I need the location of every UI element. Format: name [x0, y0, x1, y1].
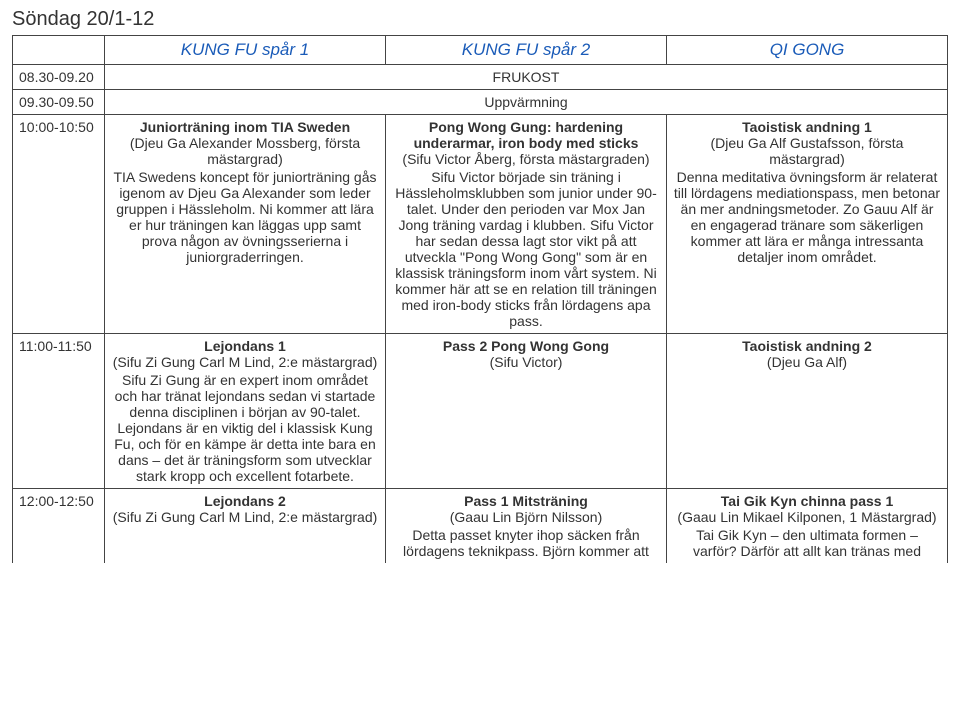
page-title: Söndag 20/1-12 [12, 8, 948, 31]
entry-title: Pass 1 Mitsträning [392, 493, 660, 509]
entry-sub: (Sifu Victor) [392, 354, 660, 370]
table-row: 08.30-09.20 FRUKOST [13, 65, 948, 90]
entry-title: Lejondans 2 [111, 493, 379, 509]
entry-title: Tai Gik Kyn chinna pass 1 [673, 493, 941, 509]
table-row: 09.30-09.50 Uppvärmning [13, 90, 948, 115]
time-cell: 11:00-11:50 [13, 334, 105, 489]
entry-desc: Sifu Zi Gung är en expert inom området o… [111, 372, 379, 484]
entry-title: Taoistisk andning 2 [673, 338, 941, 354]
time-cell: 09.30-09.50 [13, 90, 105, 115]
table-row: 12:00-12:50 Lejondans 2 (Sifu Zi Gung Ca… [13, 489, 948, 564]
entry-title: Juniorträning inom TIA Sweden [111, 119, 379, 135]
entry-desc: Detta passet knyter ihop säcken från lör… [392, 527, 660, 559]
entry-title: Pong Wong Gung: hardening underarmar, ir… [392, 119, 660, 151]
entry-desc: TIA Swedens koncept för juniorträning gå… [111, 169, 379, 265]
cell: Taoistisk andning 2 (Djeu Ga Alf) [667, 334, 948, 489]
table-row: 11:00-11:50 Lejondans 1 (Sifu Zi Gung Ca… [13, 334, 948, 489]
entry-desc: Sifu Victor började sin träning i Hässle… [392, 169, 660, 329]
cell: Lejondans 1 (Sifu Zi Gung Carl M Lind, 2… [105, 334, 386, 489]
entry-title: Taoistisk andning 1 [673, 119, 941, 135]
time-cell: 12:00-12:50 [13, 489, 105, 564]
entry-desc: Denna meditativa övningsform är relatera… [673, 169, 941, 265]
entry-sub: (Gaau Lin Björn Nilsson) [392, 509, 660, 525]
entry-sub: (Djeu Ga Alf Gustafsson, första mästargr… [673, 135, 941, 167]
header-col-1: KUNG FU spår 1 [105, 36, 386, 65]
cell: Taoistisk andning 1 (Djeu Ga Alf Gustafs… [667, 115, 948, 334]
merged-cell: Uppvärmning [105, 90, 948, 115]
time-cell: 08.30-09.20 [13, 65, 105, 90]
entry-sub: (Gaau Lin Mikael Kilponen, 1 Mästargrad) [673, 509, 941, 525]
schedule-table: KUNG FU spår 1 KUNG FU spår 2 QI GONG 08… [12, 35, 948, 563]
entry-title: Lejondans 1 [111, 338, 379, 354]
cell: Pong Wong Gung: hardening underarmar, ir… [386, 115, 667, 334]
entry-sub: (Djeu Ga Alexander Mossberg, första mäst… [111, 135, 379, 167]
time-cell: 10:00-10:50 [13, 115, 105, 334]
entry-sub: (Sifu Zi Gung Carl M Lind, 2:e mästargra… [111, 354, 379, 370]
entry-sub: (Djeu Ga Alf) [673, 354, 941, 370]
cell: Lejondans 2 (Sifu Zi Gung Carl M Lind, 2… [105, 489, 386, 564]
entry-desc: Tai Gik Kyn – den ultimata formen – varf… [673, 527, 941, 559]
entry-sub: (Sifu Victor Åberg, första mästargraden) [392, 151, 660, 167]
header-time [13, 36, 105, 65]
cell: Pass 1 Mitsträning (Gaau Lin Björn Nilss… [386, 489, 667, 564]
merged-cell: FRUKOST [105, 65, 948, 90]
cell: Juniorträning inom TIA Sweden (Djeu Ga A… [105, 115, 386, 334]
entry-title: Pass 2 Pong Wong Gong [392, 338, 660, 354]
cell: Tai Gik Kyn chinna pass 1 (Gaau Lin Mika… [667, 489, 948, 564]
header-col-3: QI GONG [667, 36, 948, 65]
header-col-2: KUNG FU spår 2 [386, 36, 667, 65]
entry-sub: (Sifu Zi Gung Carl M Lind, 2:e mästargra… [111, 509, 379, 525]
cell: Pass 2 Pong Wong Gong (Sifu Victor) [386, 334, 667, 489]
table-row: 10:00-10:50 Juniorträning inom TIA Swede… [13, 115, 948, 334]
